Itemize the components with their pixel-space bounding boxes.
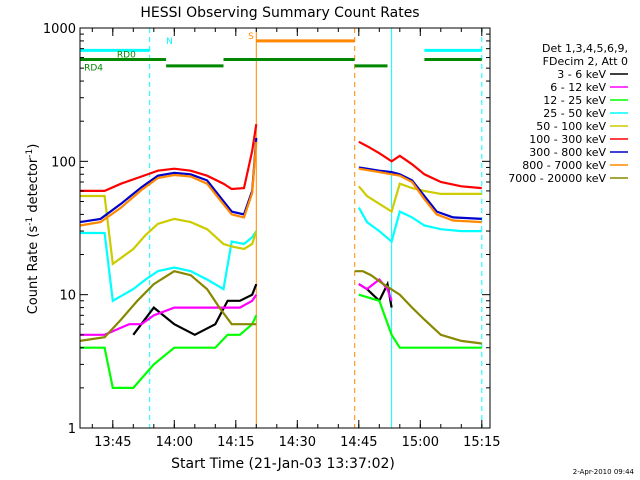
series-line-3-0 — [80, 230, 258, 303]
chart-title: HESSI Observing Summary Count Rates — [140, 5, 419, 21]
series-line-5-0 — [80, 124, 258, 192]
series-line-2-1 — [358, 293, 482, 349]
series-line-3-1 — [357, 207, 482, 244]
y-axis-label: Count Rate (s-1 detector-1) — [25, 144, 41, 315]
series-line-1-0 — [80, 294, 258, 336]
plot-layer: RD0 RD4 N S — [79, 28, 483, 428]
x-tick-label-4: 14:45 — [340, 435, 377, 450]
y-axis-label-sup2: -1 — [25, 149, 35, 158]
series-line-4-1 — [357, 182, 482, 214]
legend-label-5: 100 - 300 keV — [529, 133, 606, 146]
timestamp: 2-Apr-2010 09:44 — [573, 468, 635, 476]
annotation-1: RD4 — [84, 64, 103, 74]
series-line-7-1 — [358, 167, 482, 224]
annotation-0: RD0 — [117, 51, 136, 61]
y-tick-label-3: 1000 — [43, 22, 76, 37]
legend-label-2: 12 - 25 keV — [543, 94, 606, 107]
legend-label-4: 50 - 100 keV — [536, 120, 606, 133]
y-tick-label-1: 10 — [59, 289, 76, 304]
series-line-4-0 — [80, 194, 258, 266]
annotation-2: N — [166, 37, 173, 47]
x-tick-label-0: 13:45 — [94, 435, 131, 450]
series-line-1-1 — [358, 277, 393, 302]
y-tick-label-2: 100 — [51, 155, 76, 170]
plot-frame — [79, 27, 491, 429]
legend-label-7: 800 - 7000 keV — [522, 159, 606, 172]
x-axis-label: Start Time (21-Jan-03 13:37:02) — [171, 456, 395, 472]
x-tick-label-1: 14:00 — [156, 435, 193, 450]
y-axis-label-sup1: -1 — [25, 217, 35, 226]
series-line-6-1 — [358, 166, 482, 220]
y-axis-label-mid: detector — [26, 157, 41, 217]
legend-label-0: 3 - 6 keV — [557, 68, 606, 81]
y-axis-label-end: ) — [26, 144, 41, 149]
x-tick-label-2: 14:15 — [217, 435, 254, 450]
series-line-8-0 — [79, 270, 257, 342]
series-line-7-0 — [79, 141, 258, 227]
series-line-5-1 — [358, 140, 482, 190]
legend-header-1: FDecim 2, Att 0 — [543, 55, 628, 68]
legend-label-8: 7000 - 20000 keV — [508, 172, 606, 185]
legend-header-0: Det 1,3,4,5,6,9, — [542, 42, 628, 55]
legend-label-3: 25 - 50 keV — [543, 107, 606, 120]
x-tick-label-5: 15:00 — [402, 435, 439, 450]
series-line-0-1 — [132, 283, 258, 337]
x-tick-label-3: 14:30 — [279, 435, 316, 450]
series-line-2-0 — [80, 314, 258, 389]
svg-text:Count Rate (s-1 detector-1): Count Rate (s-1 detector-1) — [25, 144, 41, 315]
legend-label-6: 300 - 800 keV — [529, 146, 606, 159]
legend-label-1: 6 - 12 keV — [550, 81, 606, 94]
axes-layer: 13:45 14:00 14:15 14:30 14:45 15:00 15:15 1 10 10… — [43, 22, 501, 450]
legend: Det 1,3,4,5,6,9,FDecim 2, Att 03 - 6 keV… — [508, 42, 628, 185]
series-line-8-1 — [354, 270, 482, 345]
x-tick-label-6: 15:15 — [463, 435, 500, 450]
y-tick-label-0: 1 — [68, 422, 76, 437]
y-axis-label-main: Count Rate (s — [26, 226, 41, 315]
annotation-3: S — [248, 32, 254, 42]
